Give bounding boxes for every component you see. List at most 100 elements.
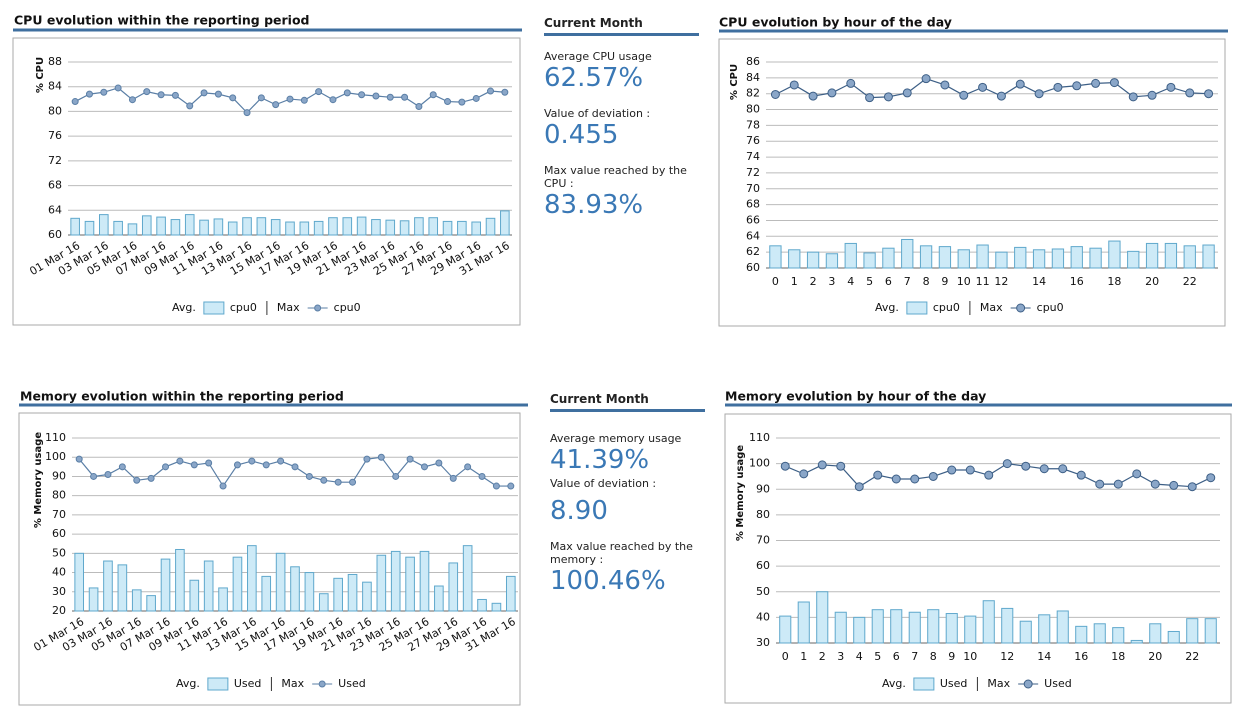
marker xyxy=(85,90,93,98)
bar xyxy=(908,611,921,644)
marker xyxy=(492,482,500,490)
marker xyxy=(372,92,380,100)
chart-title: Memory evolution by hour of the day xyxy=(725,389,986,404)
bar xyxy=(175,548,185,612)
legend-label: cpu0 xyxy=(1037,301,1064,314)
x-tick-label: 11 xyxy=(976,275,990,288)
x-tick-label: 16 xyxy=(1074,650,1088,663)
bar xyxy=(313,220,324,236)
bar xyxy=(299,221,310,236)
bar xyxy=(414,217,424,236)
marker xyxy=(420,463,428,471)
chart-frame xyxy=(18,412,521,706)
legend-label: Used xyxy=(1044,677,1072,690)
bar xyxy=(1038,614,1051,644)
bar xyxy=(247,545,257,612)
bar xyxy=(788,249,801,269)
x-tick-label: 12 xyxy=(994,275,1008,288)
stat-label: Average CPU usage xyxy=(544,50,652,63)
bar xyxy=(834,611,847,644)
bar xyxy=(816,591,829,644)
bar xyxy=(88,587,99,612)
y-tick-label: 100 xyxy=(749,457,770,470)
legend-label: Used xyxy=(940,677,968,690)
bar xyxy=(1130,639,1143,644)
bar xyxy=(500,210,510,236)
bar xyxy=(342,217,353,236)
bar xyxy=(156,216,166,236)
bar xyxy=(70,217,80,236)
x-tick-label: 3 xyxy=(837,650,844,663)
marker xyxy=(157,91,165,99)
x-tick-label: 16 xyxy=(1070,275,1084,288)
bar xyxy=(405,556,415,612)
y-axis-label: % Memory usage xyxy=(735,445,746,541)
marker xyxy=(291,463,299,471)
marker xyxy=(1091,78,1101,88)
bar xyxy=(227,221,238,236)
x-tick-label: 7 xyxy=(904,275,911,288)
y-tick-label: 100 xyxy=(45,450,66,463)
bar xyxy=(1202,244,1215,269)
bar xyxy=(242,217,252,236)
marker xyxy=(449,474,457,482)
bar xyxy=(1032,249,1046,269)
marker xyxy=(214,90,222,98)
marker xyxy=(286,95,294,103)
marker xyxy=(1150,479,1160,489)
legend-group: Max xyxy=(980,301,1003,314)
bar xyxy=(964,615,977,644)
y-tick-label: 80 xyxy=(48,104,62,117)
bar xyxy=(945,613,958,644)
marker xyxy=(940,80,950,90)
y-tick-label: 84 xyxy=(746,71,760,84)
chart-frame xyxy=(724,413,1232,704)
stat-value: 62.57% xyxy=(544,63,644,93)
bar xyxy=(1051,248,1065,269)
marker xyxy=(219,482,227,490)
bar xyxy=(318,593,329,612)
legend-group: Max xyxy=(281,677,304,690)
bar xyxy=(1204,618,1217,644)
bar xyxy=(261,575,272,612)
marker xyxy=(71,98,79,106)
marker xyxy=(1072,81,1082,91)
y-tick-label: 66 xyxy=(746,213,760,226)
marker xyxy=(501,88,509,96)
y-tick-label: 70 xyxy=(756,534,770,547)
x-tick-label: 9 xyxy=(941,275,948,288)
marker xyxy=(789,80,799,90)
x-tick-label: 8 xyxy=(923,275,930,288)
marker xyxy=(1039,464,1049,474)
marker xyxy=(902,88,912,98)
stats-title: Current Month xyxy=(544,16,699,36)
bar xyxy=(806,251,820,269)
bar xyxy=(982,600,995,644)
legend-marker xyxy=(314,304,322,312)
marker xyxy=(118,463,126,471)
y-tick-label: 72 xyxy=(48,154,62,167)
x-tick-label: 7 xyxy=(911,650,918,663)
bar xyxy=(428,217,439,236)
bar xyxy=(99,214,109,236)
y-tick-label: 20 xyxy=(52,604,66,617)
bar xyxy=(131,589,142,612)
x-tick-label: 0 xyxy=(772,275,779,288)
marker xyxy=(1053,82,1063,92)
bar xyxy=(362,581,372,612)
marker xyxy=(104,471,112,479)
bar xyxy=(285,221,295,236)
marker xyxy=(1076,470,1086,480)
marker xyxy=(147,474,155,482)
y-tick-label: 40 xyxy=(52,566,66,579)
stat-label: Max value reached by the memory : xyxy=(550,540,693,566)
y-tick-label: 60 xyxy=(48,228,62,241)
y-tick-label: 80 xyxy=(756,508,770,521)
marker xyxy=(1185,88,1195,98)
marker xyxy=(243,109,251,117)
bar xyxy=(141,215,152,236)
bar xyxy=(371,219,381,236)
y-tick-label: 64 xyxy=(48,203,62,216)
bar xyxy=(1112,627,1125,644)
